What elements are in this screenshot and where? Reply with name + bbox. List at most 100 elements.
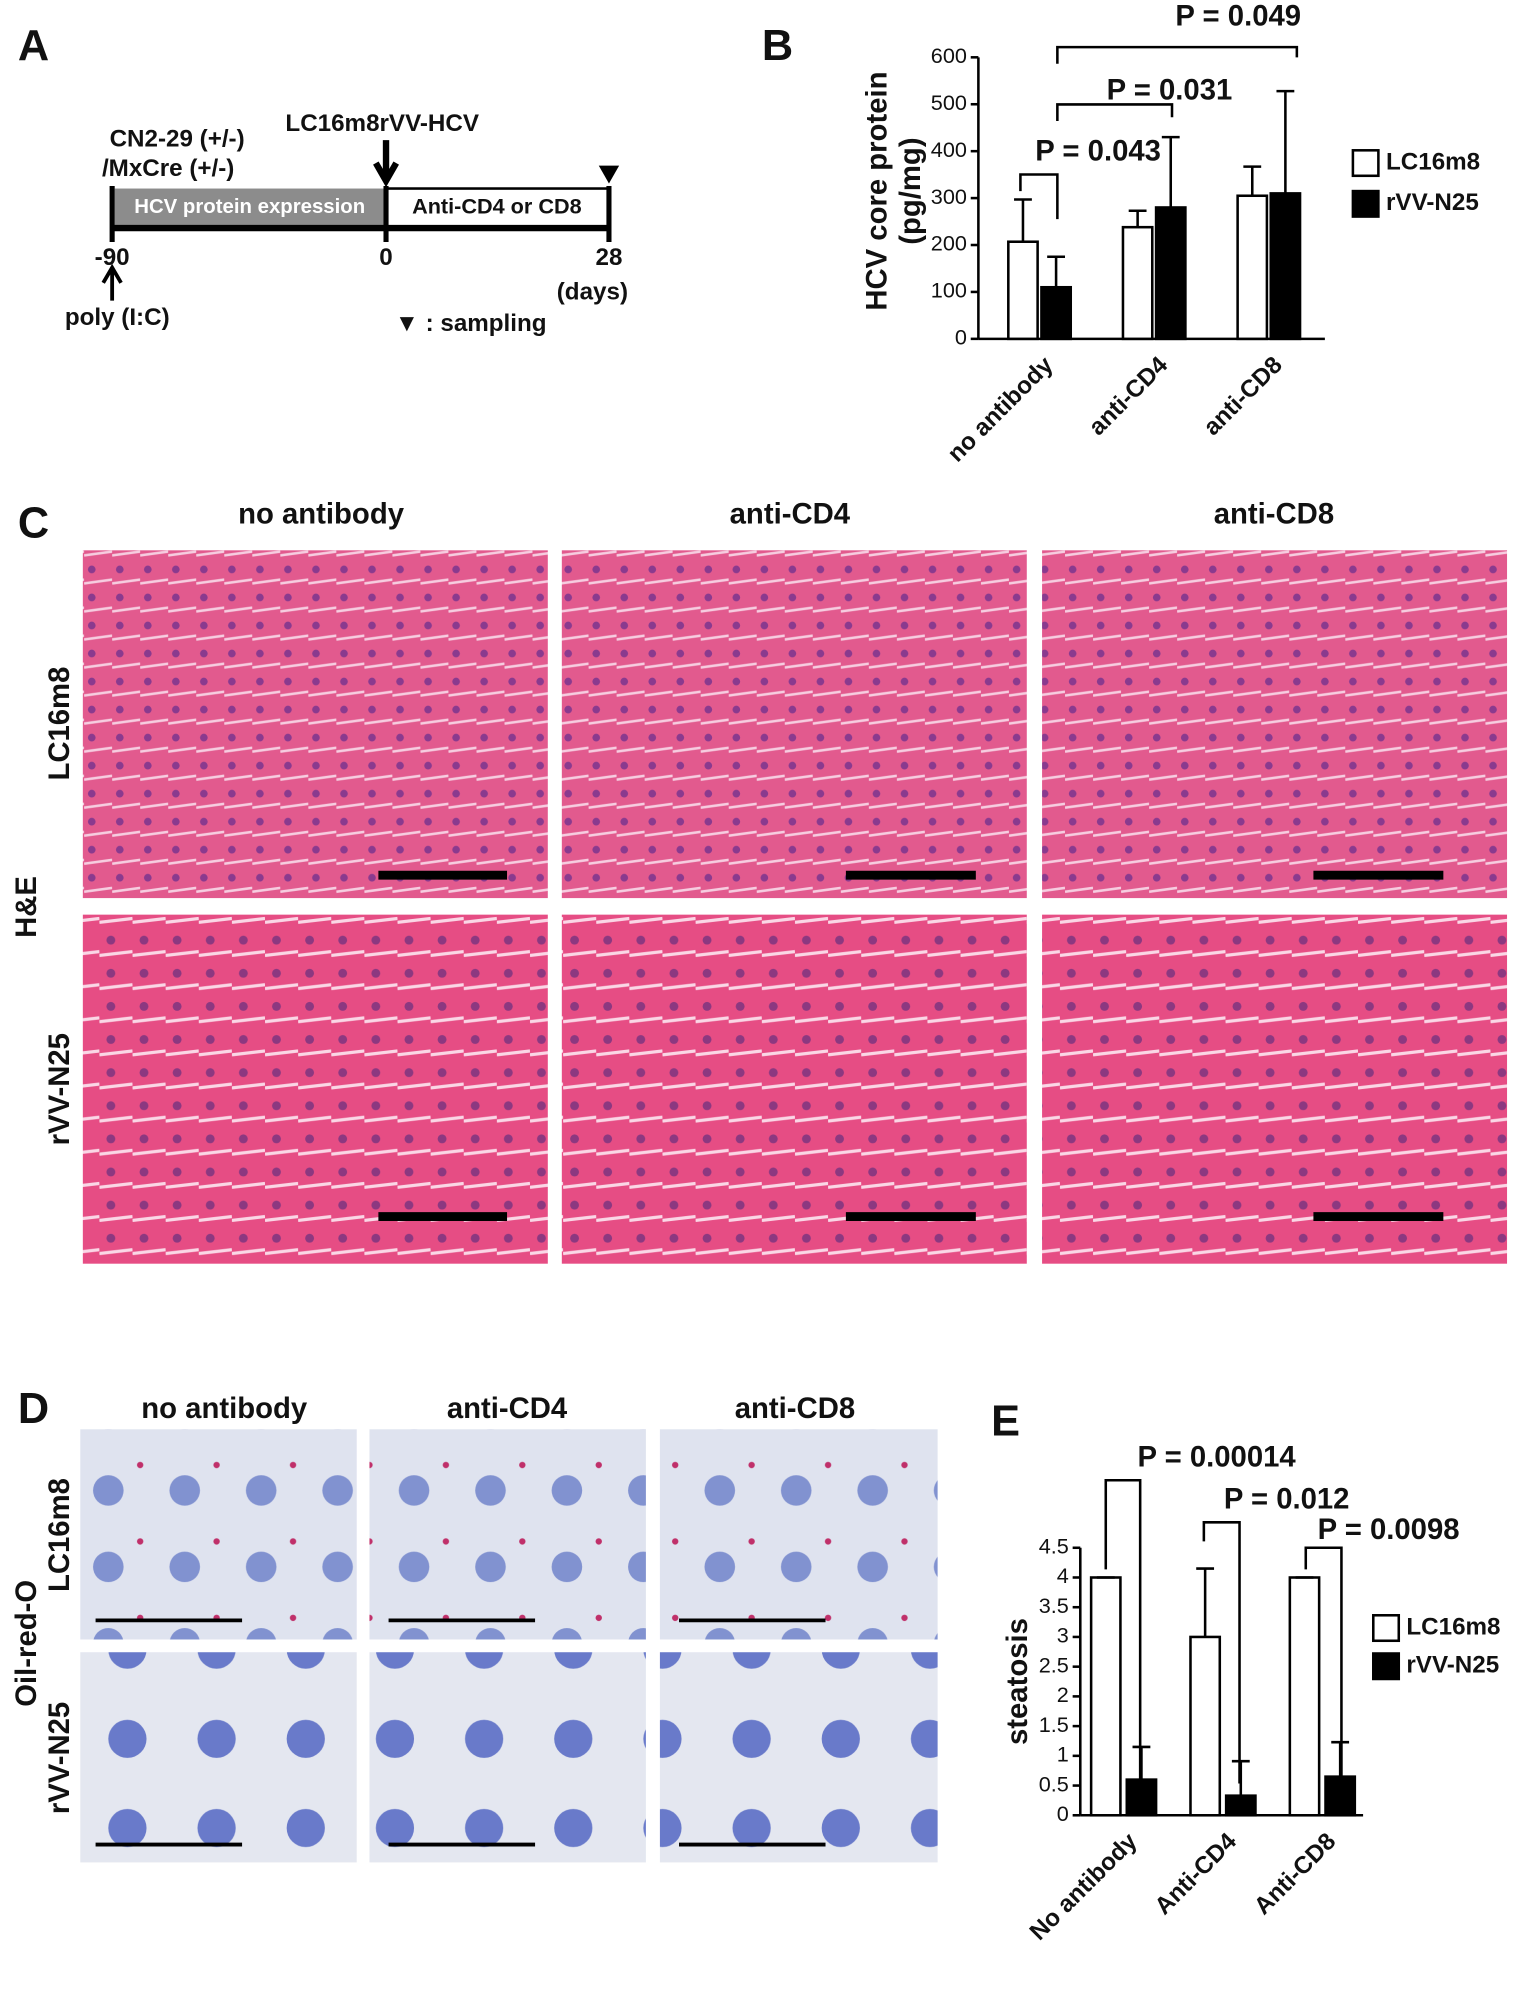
annotation: P = 0.0098 [1318,1513,1460,1546]
panel-label: E [991,1398,1020,1446]
arrow [373,140,399,188]
column-header: anti-CD8 [735,1392,855,1425]
y-axis-label: (pg/mg) [894,137,927,244]
row-label: LC16m8 [43,667,76,781]
micrograph [369,1429,646,1640]
error-bar [1132,1745,1151,1780]
bar [1324,1775,1357,1817]
x-tick-label: anti-CD4 [1084,351,1174,441]
error-bar [1196,1567,1215,1637]
micrographs [80,1429,938,1863]
annotation: P = 0.012 [1224,1482,1350,1515]
bracket [1104,1478,1343,1784]
y-tick-label: 1 [1057,1742,1069,1767]
error-bar [1128,209,1147,228]
column-header: anti-CD4 [730,498,851,531]
y-axis-label: steatosis [1001,1618,1034,1745]
y-tick-label: 3.5 [1039,1593,1069,1618]
y-tick-label: 4 [1057,1563,1069,1588]
micrograph [82,914,548,1264]
bar [1288,1576,1321,1817]
legend-swatch [1372,1652,1401,1681]
error-bar [1331,1740,1350,1777]
error-bar [1161,135,1180,208]
sampling-mark [598,165,620,184]
bar [1189,1635,1222,1817]
y-tick-label: 500 [931,90,967,115]
y-tick-label: 1.5 [1039,1712,1069,1737]
y-tick-label: 2 [1057,1682,1069,1707]
micrograph [659,1429,938,1640]
legend-swatch [1372,1614,1401,1643]
x-tick-label: no antibody [942,351,1058,467]
unit: (days) [557,278,628,305]
x-tick-label: No antibody [1025,1828,1143,1946]
legend-label: rVV-N25 [1406,1652,1499,1679]
micrograph [80,1652,357,1863]
annotation: P = 0.031 [1107,73,1233,106]
scale-bar [95,1618,826,1847]
column-header: no antibody [238,498,405,531]
y-tick-label: 0.5 [1039,1771,1069,1796]
stain-label: H&E [10,876,43,938]
panel-label: C [18,500,49,548]
bar [1121,225,1154,341]
error-bar [1276,89,1295,194]
micrograph [82,550,548,899]
y-tick-label: 100 [931,278,967,303]
micrograph [1042,914,1508,1264]
legend-label: LC16m8 [1386,148,1480,175]
phase: HCV protein expression [134,196,365,218]
phase-box [384,187,611,229]
annotation: P = 0.049 [1175,0,1301,33]
bar [1089,1576,1122,1817]
x-tick-label: anti-CD8 [1198,351,1287,440]
bracket [1019,45,1299,220]
timeline: CN2-29 (+/-) /MxCre (+/-) LC16m8rVV-HCV … [65,110,628,337]
y-tick-label: 4.5 [1039,1533,1069,1558]
bar [1269,192,1302,341]
bar [1125,1778,1158,1817]
panel-label: A [18,22,49,70]
y-tick-label: 2.5 [1039,1652,1069,1677]
y-tick-label: 0 [1057,1801,1069,1826]
row-label: LC16m8 [43,1478,76,1592]
micrograph [1042,550,1508,899]
strain: /MxCre (+/-) [102,155,234,182]
phase: Anti-CD4 or CD8 [412,193,582,218]
legend-swatch [1351,149,1380,178]
annotation: P = 0.00014 [1137,1440,1296,1473]
strain: CN2-29 (+/-) [110,126,245,153]
inducer: poly (I:C) [65,304,170,331]
annotation: P = 0.043 [1035,135,1161,168]
x-tick-label: Anti-CD8 [1249,1828,1341,1920]
legend-label: LC16m8 [1406,1613,1500,1640]
error-bar [1047,255,1066,288]
virus: LC16m8rVV-HCV [285,110,479,137]
legend-swatch [1351,189,1380,218]
y-axis-label: HCV core protein [861,71,894,310]
error-bar [1231,1759,1250,1796]
tick [109,185,612,243]
panel-label: D [18,1385,49,1433]
stain-label: Oil-red-O [10,1580,43,1707]
scale-bar [378,870,1444,1222]
bar [1154,206,1187,341]
bar [1236,194,1269,341]
y-tick-label: 3 [1057,1623,1069,1648]
bar [1224,1794,1257,1817]
y-tick-label: 300 [931,184,967,209]
micrograph [561,550,1027,899]
legend-label: rVV-N25 [1386,189,1479,216]
row-label: rVV-N25 [43,1033,76,1145]
legend: ▼ : sampling [395,310,547,337]
bar [1007,240,1039,341]
row-label: rVV-N25 [43,1702,76,1814]
panel-label: B [762,22,793,70]
arrow [101,263,123,301]
y-tick-label: 200 [931,231,967,256]
phase-box [114,188,387,227]
day: 0 [379,244,392,271]
column-header: no antibody [141,1392,308,1425]
